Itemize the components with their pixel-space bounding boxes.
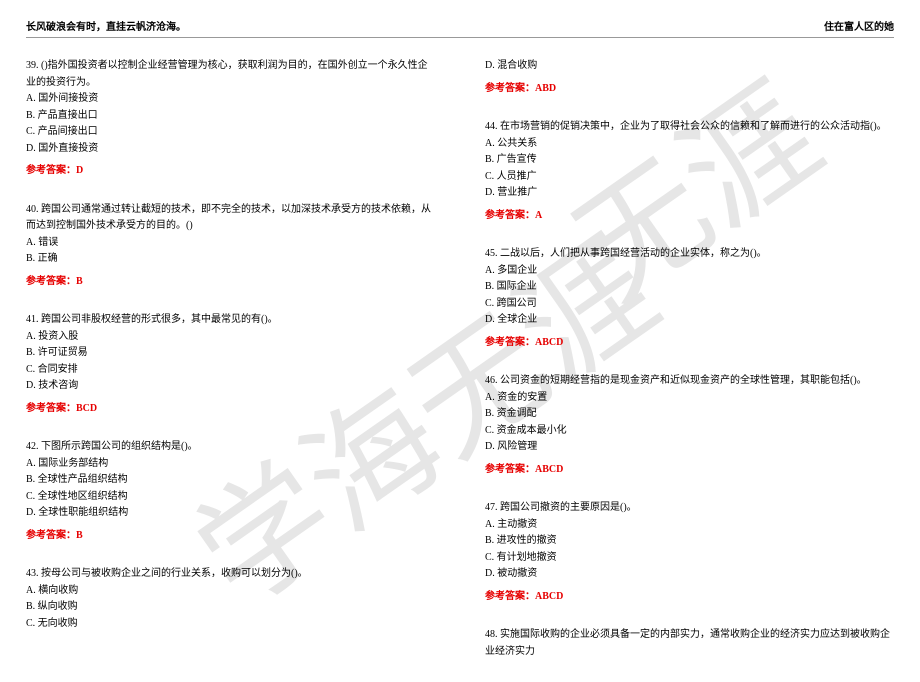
answer-label: 参考答案： xyxy=(485,210,535,221)
page-header: 长风破浪会有时，直挂云帆济沧海。 住在富人区的她 xyxy=(26,18,894,38)
answer-value: ABD xyxy=(535,83,556,94)
option-text: C. 合同安排 xyxy=(26,362,435,379)
right-column: D. 混合收购参考答案：ABD44. 在市场营销的促销决策中，企业为了取得社会公… xyxy=(485,58,894,682)
answer-label: 参考答案： xyxy=(26,530,76,541)
question-block: 46. 公司资金的短期经营指的是现金资产和近似现金资产的全球性管理，其职能包括(… xyxy=(485,373,894,478)
answer-value: BCD xyxy=(76,403,97,414)
option-text: B. 许可证贸易 xyxy=(26,345,435,362)
answer-label: 参考答案： xyxy=(26,165,76,176)
question-text: 46. 公司资金的短期经营指的是现金资产和近似现金资产的全球性管理，其职能包括(… xyxy=(485,373,894,390)
option-text: B. 纵向收购 xyxy=(26,599,435,616)
option-text: A. 国际业务部结构 xyxy=(26,456,435,473)
left-column: 39. ()指外国投资者以控制企业经营管理为核心，获取利润为目的，在国外创立一个… xyxy=(26,58,435,682)
question-block: D. 混合收购参考答案：ABD xyxy=(485,58,894,97)
page-container: 长风破浪会有时，直挂云帆济沧海。 住在富人区的她 39. ()指外国投资者以控制… xyxy=(0,0,920,682)
option-text: A. 多国企业 xyxy=(485,263,894,280)
question-block: 43. 按母公司与被收购企业之间的行业关系，收购可以划分为()。A. 横向收购B… xyxy=(26,566,435,632)
option-text: D. 风险管理 xyxy=(485,439,894,456)
question-text: 47. 跨国公司撤资的主要原因是()。 xyxy=(485,500,894,517)
answer-value: ABCD xyxy=(535,337,563,348)
answer-line: 参考答案：B xyxy=(26,274,435,291)
option-text: A. 投资入股 xyxy=(26,329,435,346)
option-text: A. 国外间接投资 xyxy=(26,91,435,108)
option-text: B. 国际企业 xyxy=(485,279,894,296)
answer-line: 参考答案：D xyxy=(26,163,435,180)
answer-label: 参考答案： xyxy=(485,464,535,475)
answer-line: 参考答案：ABCD xyxy=(485,335,894,352)
option-text: D. 被动撤资 xyxy=(485,566,894,583)
answer-line: 参考答案：B xyxy=(26,528,435,545)
option-text: D. 全球企业 xyxy=(485,312,894,329)
option-text: A. 资金的安置 xyxy=(485,390,894,407)
option-text: C. 有计划地撤资 xyxy=(485,550,894,567)
option-text: B. 进攻性的撤资 xyxy=(485,533,894,550)
question-text: 39. ()指外国投资者以控制企业经营管理为核心，获取利润为目的，在国外创立一个… xyxy=(26,58,435,91)
answer-line: 参考答案：A xyxy=(485,208,894,225)
question-block: 39. ()指外国投资者以控制企业经营管理为核心，获取利润为目的，在国外创立一个… xyxy=(26,58,435,180)
answer-line: 参考答案：ABCD xyxy=(485,462,894,479)
question-block: 48. 实施国际收购的企业必须具备一定的内部实力，通常收购企业的经济实力应达到被… xyxy=(485,627,894,660)
question-text: 44. 在市场营销的促销决策中，企业为了取得社会公众的信赖和了解而进行的公众活动… xyxy=(485,119,894,136)
answer-value: B xyxy=(76,530,83,541)
option-text: B. 全球性产品组织结构 xyxy=(26,472,435,489)
option-text: A. 公共关系 xyxy=(485,136,894,153)
option-text: C. 全球性地区组织结构 xyxy=(26,489,435,506)
question-block: 47. 跨国公司撤资的主要原因是()。A. 主动撤资B. 进攻性的撤资C. 有计… xyxy=(485,500,894,605)
option-text: D. 技术咨询 xyxy=(26,378,435,395)
question-block: 42. 下图所示跨国公司的组织结构是()。A. 国际业务部结构B. 全球性产品组… xyxy=(26,439,435,544)
answer-value: ABCD xyxy=(535,464,563,475)
answer-value: ABCD xyxy=(535,591,563,602)
option-text: C. 产品间接出口 xyxy=(26,124,435,141)
question-text: 41. 跨国公司非股权经营的形式很多，其中最常见的有()。 xyxy=(26,312,435,329)
option-text: A. 横向收购 xyxy=(26,583,435,600)
answer-value: D xyxy=(76,165,83,176)
question-block: 45. 二战以后，人们把从事跨国经营活动的企业实体，称之为()。A. 多国企业B… xyxy=(485,246,894,351)
answer-value: B xyxy=(76,276,83,287)
option-text: B. 广告宣传 xyxy=(485,152,894,169)
answer-line: 参考答案：ABCD xyxy=(485,589,894,606)
question-block: 41. 跨国公司非股权经营的形式很多，其中最常见的有()。A. 投资入股B. 许… xyxy=(26,312,435,417)
option-text: B. 正确 xyxy=(26,251,435,268)
option-text: A. 错误 xyxy=(26,235,435,252)
header-left: 长风破浪会有时，直挂云帆济沧海。 xyxy=(26,18,186,33)
option-text: D. 混合收购 xyxy=(485,58,894,75)
answer-line: 参考答案：BCD xyxy=(26,401,435,418)
question-text: 45. 二战以后，人们把从事跨国经营活动的企业实体，称之为()。 xyxy=(485,246,894,263)
answer-label: 参考答案： xyxy=(485,337,535,348)
option-text: D. 国外直接投资 xyxy=(26,141,435,158)
question-text: 43. 按母公司与被收购企业之间的行业关系，收购可以划分为()。 xyxy=(26,566,435,583)
option-text: C. 人员推广 xyxy=(485,169,894,186)
option-text: C. 跨国公司 xyxy=(485,296,894,313)
question-text: 40. 跨国公司通常通过转让截短的技术，即不完全的技术，以加深技术承受方的技术依… xyxy=(26,202,435,235)
answer-line: 参考答案：ABD xyxy=(485,81,894,98)
option-text: C. 无向收购 xyxy=(26,616,435,633)
option-text: D. 营业推广 xyxy=(485,185,894,202)
question-text: 42. 下图所示跨国公司的组织结构是()。 xyxy=(26,439,435,456)
option-text: D. 全球性职能组织结构 xyxy=(26,505,435,522)
answer-value: A xyxy=(535,210,542,221)
option-text: A. 主动撤资 xyxy=(485,517,894,534)
answer-label: 参考答案： xyxy=(485,83,535,94)
option-text: C. 资金成本最小化 xyxy=(485,423,894,440)
answer-label: 参考答案： xyxy=(26,276,76,287)
option-text: B. 资金调配 xyxy=(485,406,894,423)
question-block: 44. 在市场营销的促销决策中，企业为了取得社会公众的信赖和了解而进行的公众活动… xyxy=(485,119,894,224)
answer-label: 参考答案： xyxy=(485,591,535,602)
question-text: 48. 实施国际收购的企业必须具备一定的内部实力，通常收购企业的经济实力应达到被… xyxy=(485,627,894,660)
question-block: 40. 跨国公司通常通过转让截短的技术，即不完全的技术，以加深技术承受方的技术依… xyxy=(26,202,435,291)
option-text: B. 产品直接出口 xyxy=(26,108,435,125)
header-right: 住在富人区的她 xyxy=(824,18,894,33)
answer-label: 参考答案： xyxy=(26,403,76,414)
columns-layout: 39. ()指外国投资者以控制企业经营管理为核心，获取利润为目的，在国外创立一个… xyxy=(26,58,894,682)
